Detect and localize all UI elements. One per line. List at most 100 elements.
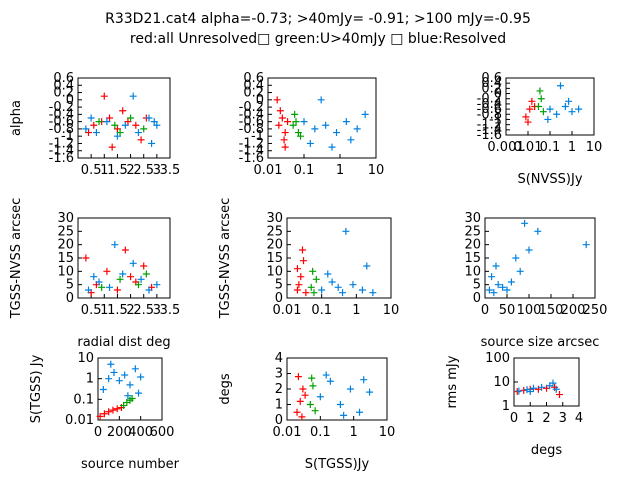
red-point [113,125,121,133]
y-tick-label: 5 [275,278,283,293]
red-point [113,405,121,413]
x-tick-label: 0.01 [254,163,283,178]
green-point [309,382,317,390]
blue-point [333,129,341,137]
green-point [128,394,136,402]
blue-point [546,105,554,113]
y-tick-label: 20 [57,238,74,253]
y-axis-label: S(TGSS) Jy [29,354,44,423]
x-tick-label: 2.5 [133,163,154,178]
green-point [111,121,119,129]
blue-point [552,385,560,393]
x-axis-label: radial dist deg [77,335,170,350]
red-point [275,121,283,129]
blue-point [148,139,156,147]
red-point [82,254,90,262]
x-tick-label: 1 [352,303,360,318]
y-tick-label: -1 [489,112,502,127]
blue-point [553,110,561,118]
green-point [127,114,135,122]
red-point [293,286,301,294]
red-point [280,136,288,144]
red-point [273,96,281,104]
blue-point [317,96,325,104]
y-tick-label: 0 [275,291,283,306]
blue-point [135,389,143,397]
blue-point [129,92,137,100]
blue-point [110,368,118,376]
green-point [291,110,299,118]
red-point [85,129,93,137]
y-tick-label: -0.6 [239,115,264,130]
y-tick-label: 0 [66,93,74,108]
y-tick-label: 5 [473,278,481,293]
blue-point [318,286,326,294]
y-tick-label: 1 [275,398,283,413]
green-point [308,374,316,382]
blue-point [565,97,573,105]
green-point [292,118,300,126]
blue-point [129,259,137,267]
blue-point [328,278,336,286]
red-point [294,373,302,381]
y-tick-label: 30 [266,211,283,226]
x-tick-label: 1.5 [107,303,128,318]
red-point [281,129,289,137]
x-tick-label: 4 [575,411,583,426]
figure-title: R33D21.cat4 alpha=-0.73; >40mJy= -0.91; … [105,11,531,27]
blue-point [582,241,590,249]
y-tick-label: 0.1 [73,392,94,407]
blue-point [115,377,123,385]
red-point [293,408,301,416]
red-point [301,391,309,399]
blue-point [137,275,145,283]
x-tick-label: 2 [126,303,134,318]
blue-point [137,373,145,381]
y-tick-label: -1.6 [49,151,74,166]
x-tick-label: 3 [559,411,567,426]
blue-point [95,278,103,286]
y-tick-label: -0.6 [477,102,502,117]
y-tick-label: 15 [57,251,74,266]
green-point [294,129,302,137]
red-point [296,397,304,405]
green-point [142,270,150,278]
blue-point [516,267,524,275]
green-point [134,281,142,289]
blue-point [485,286,493,294]
red-point [127,273,135,281]
blue-point [503,286,511,294]
blue-point [103,118,111,126]
y-tick-label: 0.2 [243,86,264,101]
blue-point [346,385,354,393]
blue-point [85,286,93,294]
blue-point [492,262,500,270]
red-point [119,107,127,115]
y-tick-label: 0.4 [53,78,74,93]
blue-point [121,121,129,129]
scatter-panel-1: 0.511.522.533.5 -1.6-1.4-1.2-1-0.8-0.6-0.… [9,71,180,178]
red-point [109,406,117,414]
y-tick-label: 4 [275,351,283,366]
blue-point [556,82,564,90]
x-tick-label: 0.001 [487,140,524,155]
green-point [537,95,545,103]
x-tick-label: 150 [539,303,564,318]
blue-point [90,273,98,281]
blue-point [322,371,330,379]
y-tick-label: 0.6 [243,71,264,86]
y-tick-label: 10 [464,264,481,279]
green-point [309,267,317,275]
x-tick-label: 10 [586,140,603,155]
y-tick-label: -1.2 [49,136,74,151]
y-tick-label: 0 [256,93,264,108]
y-tick-label: -0.8 [239,122,264,137]
blue-point [145,286,153,294]
blue-point [363,262,371,270]
blue-point [324,270,332,278]
blue-point [575,105,583,113]
y-tick-label: 1 [502,399,510,414]
y-tick-label: -0.4 [49,107,74,122]
blue-point [549,379,557,387]
